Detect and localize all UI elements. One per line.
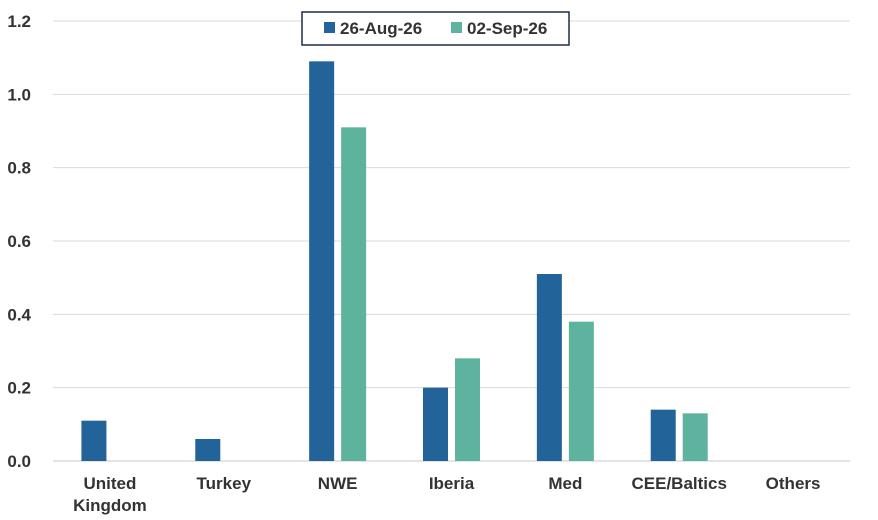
bar-series-1 — [81, 420, 107, 461]
bar-series-1 — [195, 439, 221, 461]
x-tick-label: Iberia — [429, 474, 475, 493]
y-tick-label: 0.0 — [7, 452, 31, 471]
y-tick-label: 0.2 — [7, 379, 31, 398]
bar-series-2 — [568, 321, 594, 461]
legend: 26-Aug-26 02-Sep-26 — [301, 11, 570, 46]
y-tick-label: 1.0 — [7, 85, 31, 104]
y-tick-label: 0.6 — [7, 232, 31, 251]
x-tick-label: Turkey — [197, 474, 252, 493]
bar-series-2 — [341, 127, 367, 461]
legend-box — [301, 11, 570, 46]
bar-series-1 — [309, 61, 335, 461]
bar-series-1 — [650, 409, 676, 461]
bar-series-1 — [423, 387, 448, 461]
y-tick-label: 1.2 — [7, 12, 31, 31]
gridlines — [53, 20, 850, 462]
x-tick-label: CEE/Baltics — [631, 474, 726, 493]
y-tick-label: 0.8 — [7, 159, 31, 178]
x-tick-label: United Kingdom — [73, 474, 147, 515]
bars — [81, 61, 708, 461]
bar-series-1 — [536, 274, 562, 461]
x-tick-label: NWE — [318, 474, 358, 493]
y-axis-tick-labels: 0.0 0.2 0.4 0.6 0.8 1.0 1.2 — [7, 12, 31, 471]
bar-series-2 — [682, 413, 708, 461]
x-tick-label: Others — [766, 474, 821, 493]
bar-series-2 — [455, 358, 480, 461]
legend-swatch — [324, 22, 335, 33]
legend-label: 26-Aug-26 — [340, 19, 422, 38]
y-tick-label: 0.4 — [7, 305, 31, 324]
legend-label: 02-Sep-26 — [467, 19, 547, 38]
x-axis-tick-labels: United Kingdom Turkey NWE Iberia Med CEE/Balti… — [73, 474, 820, 515]
legend-swatch — [451, 22, 462, 33]
x-tick-label: Med — [548, 474, 582, 493]
